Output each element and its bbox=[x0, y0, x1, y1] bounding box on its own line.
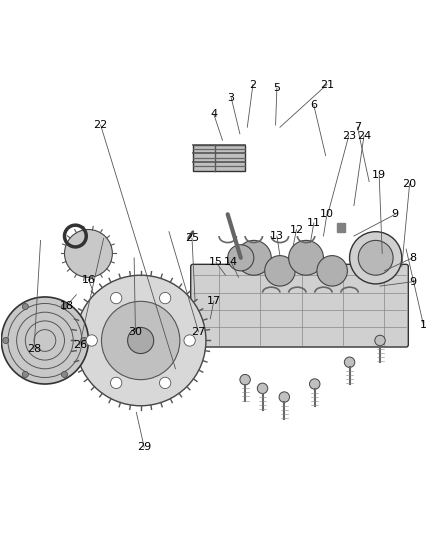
Circle shape bbox=[237, 240, 271, 275]
Circle shape bbox=[81, 337, 87, 344]
Circle shape bbox=[3, 337, 9, 344]
Text: 26: 26 bbox=[73, 340, 87, 350]
Text: 23: 23 bbox=[342, 131, 356, 141]
Text: 9: 9 bbox=[392, 209, 399, 219]
Text: 22: 22 bbox=[93, 120, 108, 130]
Circle shape bbox=[358, 240, 393, 275]
Circle shape bbox=[64, 230, 113, 277]
Text: 8: 8 bbox=[409, 253, 416, 263]
Circle shape bbox=[228, 245, 254, 271]
Text: 24: 24 bbox=[357, 131, 371, 141]
Text: 21: 21 bbox=[320, 79, 334, 90]
Text: 28: 28 bbox=[27, 344, 41, 354]
Circle shape bbox=[102, 301, 180, 379]
Text: 14: 14 bbox=[224, 257, 238, 267]
Text: 27: 27 bbox=[191, 327, 206, 337]
FancyBboxPatch shape bbox=[191, 264, 408, 347]
Circle shape bbox=[127, 327, 154, 353]
Text: 11: 11 bbox=[307, 218, 321, 228]
Text: 13: 13 bbox=[270, 231, 284, 241]
Circle shape bbox=[110, 377, 122, 389]
Text: 5: 5 bbox=[273, 83, 280, 93]
Polygon shape bbox=[193, 266, 406, 345]
Text: 15: 15 bbox=[209, 257, 223, 267]
Text: 1: 1 bbox=[420, 320, 427, 330]
Circle shape bbox=[22, 372, 28, 377]
Circle shape bbox=[240, 375, 251, 385]
Polygon shape bbox=[336, 223, 345, 232]
Circle shape bbox=[350, 232, 402, 284]
Circle shape bbox=[317, 256, 347, 286]
Circle shape bbox=[159, 377, 171, 389]
Circle shape bbox=[289, 240, 323, 275]
Circle shape bbox=[61, 303, 67, 310]
Circle shape bbox=[344, 357, 355, 367]
Text: 7: 7 bbox=[354, 122, 361, 132]
Circle shape bbox=[310, 379, 320, 389]
Text: 2: 2 bbox=[249, 79, 257, 90]
Circle shape bbox=[22, 303, 28, 310]
Circle shape bbox=[1, 297, 88, 384]
Circle shape bbox=[257, 383, 268, 393]
Text: 10: 10 bbox=[320, 209, 334, 219]
Text: 3: 3 bbox=[228, 93, 235, 103]
Text: 19: 19 bbox=[372, 170, 386, 180]
Circle shape bbox=[61, 372, 67, 377]
Text: 30: 30 bbox=[128, 327, 142, 337]
Circle shape bbox=[279, 392, 290, 402]
Circle shape bbox=[184, 335, 195, 346]
Circle shape bbox=[86, 335, 97, 346]
Text: 25: 25 bbox=[185, 233, 199, 243]
Text: 9: 9 bbox=[409, 277, 416, 287]
Bar bbox=[193, 144, 245, 171]
Text: 12: 12 bbox=[290, 224, 304, 235]
Circle shape bbox=[265, 256, 295, 286]
Text: 20: 20 bbox=[403, 179, 417, 189]
Text: 6: 6 bbox=[311, 100, 318, 110]
Text: 17: 17 bbox=[207, 296, 221, 306]
Circle shape bbox=[375, 335, 385, 346]
Text: 29: 29 bbox=[137, 442, 151, 452]
Text: 16: 16 bbox=[81, 274, 95, 285]
Text: 4: 4 bbox=[210, 109, 217, 119]
Circle shape bbox=[159, 293, 171, 304]
Circle shape bbox=[110, 293, 122, 304]
Circle shape bbox=[75, 275, 206, 406]
Text: 18: 18 bbox=[60, 301, 74, 311]
